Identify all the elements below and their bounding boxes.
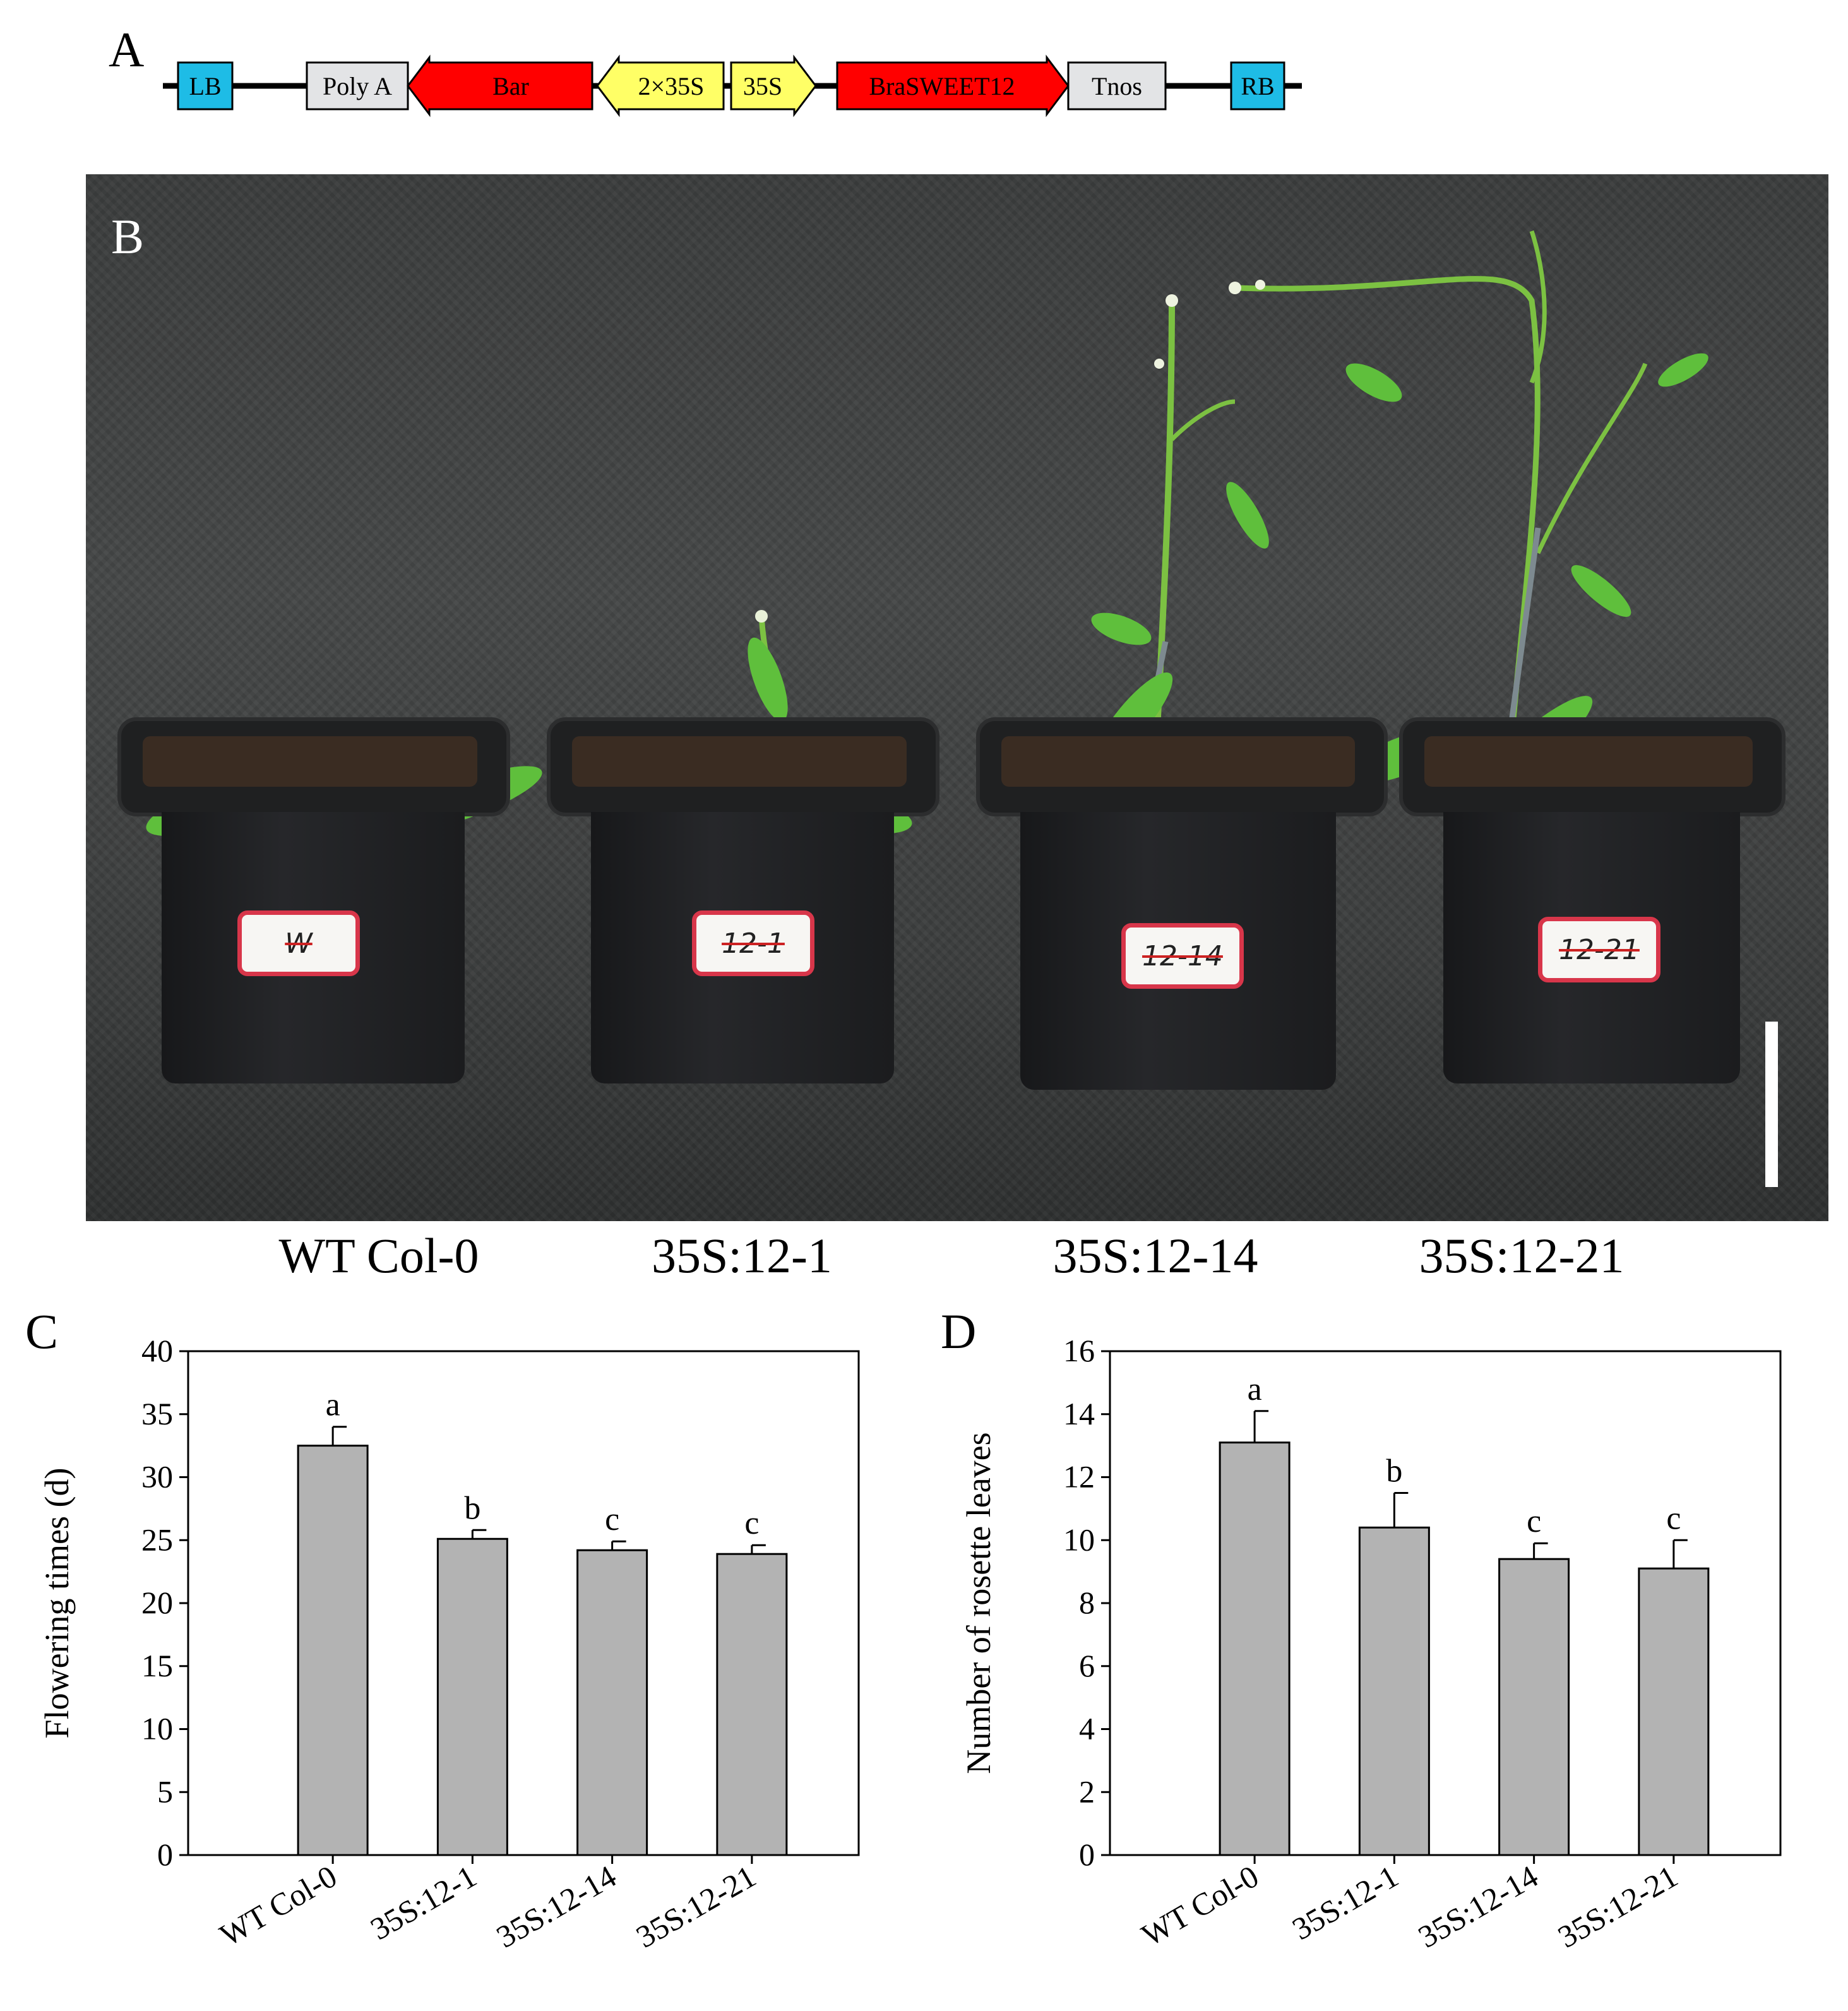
- bar: [1358, 1526, 1430, 1856]
- scale-bar: [1765, 1022, 1778, 1187]
- significance-letter: b: [1386, 1453, 1402, 1489]
- significance-letter: c: [1527, 1503, 1541, 1539]
- construct-tnos-box: [1067, 61, 1167, 110]
- y-tick-label: 30: [141, 1459, 173, 1495]
- y-axis-label: Flowering times (d): [38, 1468, 76, 1739]
- construct-2-35s-arrow: [596, 54, 725, 117]
- y-tick-label: 6: [1079, 1648, 1095, 1683]
- construct-lb-box: [177, 61, 234, 110]
- gene-construct-diagram: LB Poly A Bar 2×35S 35S BraSWEET12 Tnos RB: [163, 54, 1302, 117]
- y-tick-label: 0: [157, 1837, 173, 1872]
- pot-tag: W: [237, 910, 360, 976]
- plant-photo: B: [86, 174, 1828, 1221]
- construct-lb-label: LB: [189, 72, 221, 100]
- bar: [716, 1553, 788, 1856]
- pot-tag: 12-21: [1538, 917, 1660, 982]
- construct-rb-label: RB: [1241, 72, 1274, 100]
- construct-brasweet12-label: BraSWEET12: [869, 72, 1015, 100]
- x-tick-label: 35S:12-1: [364, 1858, 482, 1947]
- bar: [1219, 1441, 1291, 1856]
- panel-label-c: C: [25, 1304, 59, 1359]
- pot-12-21: 12-21: [1399, 717, 1809, 1109]
- y-tick-label: 14: [1063, 1396, 1095, 1431]
- construct-bar-label: Bar: [492, 72, 529, 100]
- y-tick-label: 5: [157, 1774, 173, 1809]
- significance-letter: a: [326, 1387, 340, 1423]
- construct-rb-box: [1230, 61, 1285, 110]
- photo-caption: 35S:12-1: [651, 1228, 833, 1283]
- x-tick-label: WT Col-0: [1136, 1858, 1265, 1953]
- bar: [576, 1549, 648, 1856]
- bar: [1638, 1567, 1710, 1856]
- bar: [1498, 1558, 1570, 1856]
- x-tick-label: 35S:12-14: [491, 1858, 622, 1955]
- significance-letter: b: [464, 1490, 480, 1526]
- construct-tnos-label: Tnos: [1092, 72, 1142, 100]
- y-tick-label: 15: [141, 1648, 173, 1683]
- pot-12-1: 12-1: [547, 717, 957, 1109]
- significance-letter: c: [605, 1501, 619, 1537]
- y-tick-label: 10: [141, 1711, 173, 1746]
- y-tick-label: 25: [141, 1522, 173, 1557]
- pot-tag: 12-1: [692, 910, 814, 976]
- construct-brasweet12-arrow: [836, 54, 1070, 117]
- photo-caption: WT Col-0: [278, 1228, 479, 1283]
- pot-tag: 12-14: [1121, 923, 1244, 989]
- y-tick-label: 4: [1079, 1711, 1095, 1746]
- construct-35s-arrow: [730, 54, 817, 117]
- x-tick-label: WT Col-0: [214, 1858, 343, 1953]
- construct-bar-arrow: [407, 54, 593, 117]
- pot-12-14: 12-14: [976, 717, 1388, 1109]
- y-tick-label: 16: [1063, 1333, 1095, 1368]
- construct-poly-a-box: [306, 61, 409, 110]
- y-tick-label: 40: [141, 1333, 173, 1368]
- panel-label-d: D: [941, 1304, 977, 1359]
- construct-35s-label: 35S: [743, 72, 782, 100]
- y-tick-label: 2: [1079, 1774, 1095, 1809]
- x-tick-label: 35S:12-21: [1552, 1858, 1683, 1955]
- significance-letter: c: [1666, 1500, 1681, 1536]
- y-tick-label: 20: [141, 1585, 173, 1620]
- x-tick-label: 35S:12-21: [630, 1858, 761, 1955]
- y-axis-label: Number of rosette leaves: [960, 1432, 998, 1774]
- y-tick-label: 8: [1079, 1585, 1095, 1620]
- y-tick-label: 0: [1079, 1837, 1095, 1872]
- chart-flowering-times: 0 5 10 15 20 25 30 35 40 Flowering times (d) a WT C…: [38, 1333, 860, 1955]
- x-tick-label: 35S:12-14: [1412, 1858, 1544, 1955]
- panel-label-a: A: [109, 22, 145, 77]
- significance-letter: c: [744, 1505, 759, 1541]
- y-tick-label: 35: [141, 1396, 173, 1431]
- significance-letter: a: [1248, 1371, 1262, 1407]
- panel-label-b: B: [111, 209, 145, 264]
- chart-rosette-leaves: 0 2 4 6 8 10 12 14 16 Number of rosette leaves a WT…: [960, 1333, 1782, 1955]
- y-tick-label: 10: [1063, 1522, 1095, 1557]
- photo-caption: 35S:12-14: [1052, 1228, 1258, 1283]
- construct-poly-a-label: Poly A: [323, 72, 392, 100]
- construct-2-35s-label: 2×35S: [638, 72, 705, 100]
- x-tick-label: 35S:12-1: [1286, 1858, 1404, 1947]
- bar: [436, 1537, 508, 1856]
- pot-wt: W: [117, 717, 528, 1109]
- y-tick-label: 12: [1063, 1459, 1095, 1495]
- bar: [297, 1445, 369, 1856]
- photo-caption: 35S:12-21: [1419, 1228, 1624, 1283]
